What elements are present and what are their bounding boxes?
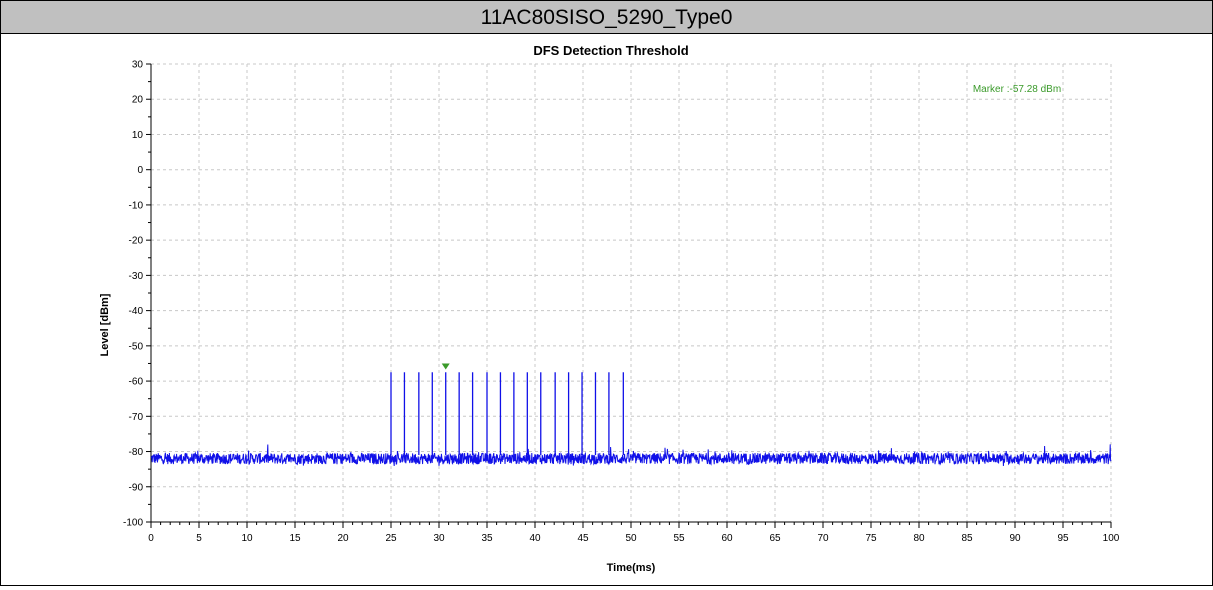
y-tick-label: -70 bbox=[129, 412, 144, 423]
x-tick-label: 5 bbox=[196, 533, 202, 544]
y-axis-label: Level [dBm] bbox=[99, 293, 111, 356]
signal-trace bbox=[150, 444, 1112, 467]
x-tick-label: 85 bbox=[961, 533, 973, 544]
marker bbox=[441, 363, 450, 370]
x-tick-label: 70 bbox=[817, 533, 829, 544]
y-tick-label: -30 bbox=[129, 271, 144, 282]
grid-lines bbox=[150, 63, 1112, 523]
chart-area: DFS Detection Threshold 30 20 10 0 -10 -20 -30… bbox=[1, 35, 1212, 585]
marker-readout: Marker :-57.28 dBm bbox=[973, 84, 1061, 95]
x-tick-label: 100 bbox=[1103, 533, 1120, 544]
x-axis-label: Time(ms) bbox=[607, 562, 656, 574]
x-tick-label: 0 bbox=[148, 533, 154, 544]
x-axis-ticks: 0 5 10 15 20 25 30 35 40 45 50 55 60 65 70 75 80 85 90 95 10… bbox=[148, 522, 1120, 544]
y-tick-label: -50 bbox=[129, 341, 144, 352]
y-tick-label: 30 bbox=[132, 60, 144, 71]
y-tick-label: -20 bbox=[129, 236, 144, 247]
x-tick-label: 60 bbox=[721, 533, 733, 544]
x-tick-label: 75 bbox=[865, 533, 877, 544]
x-tick-label: 95 bbox=[1057, 533, 1069, 544]
y-axis-ticks: 30 20 10 0 -10 -20 -30 -40 -50 -60 -70 -80 -90 -100 bbox=[123, 60, 151, 529]
y-tick-label: -90 bbox=[129, 482, 144, 493]
y-tick-label: -100 bbox=[123, 518, 143, 529]
x-tick-label: 10 bbox=[241, 533, 253, 544]
x-tick-label: 15 bbox=[289, 533, 301, 544]
y-tick-label: -80 bbox=[129, 447, 144, 458]
x-tick-label: 30 bbox=[433, 533, 445, 544]
x-tick-label: 25 bbox=[385, 533, 397, 544]
x-tick-label: 65 bbox=[769, 533, 781, 544]
dfs-chart: DFS Detection Threshold 3020100-10-20-30… bbox=[99, 43, 1120, 574]
chart-title: DFS Detection Threshold bbox=[533, 43, 688, 58]
noise-floor-trace bbox=[150, 444, 1112, 467]
x-tick-label: 20 bbox=[337, 533, 349, 544]
x-tick-label: 50 bbox=[625, 533, 637, 544]
y-tick-label: -10 bbox=[129, 200, 144, 211]
x-tick-label: 55 bbox=[673, 533, 685, 544]
y-tick-label: 0 bbox=[137, 165, 143, 176]
x-tick-label: 45 bbox=[577, 533, 589, 544]
y-tick-label: -40 bbox=[129, 306, 144, 317]
y-tick-label: -60 bbox=[129, 377, 144, 388]
y-tick-label: 20 bbox=[132, 95, 144, 106]
marker-triangle bbox=[441, 363, 450, 370]
pulse-series bbox=[390, 372, 624, 456]
chart-header: 11AC80SISO_5290_Type0 bbox=[1, 1, 1212, 34]
x-tick-label: 35 bbox=[481, 533, 493, 544]
y-tick-label: 10 bbox=[132, 130, 144, 141]
x-tick-label: 80 bbox=[913, 533, 925, 544]
x-tick-label: 40 bbox=[529, 533, 541, 544]
x-tick-label: 90 bbox=[1009, 533, 1021, 544]
